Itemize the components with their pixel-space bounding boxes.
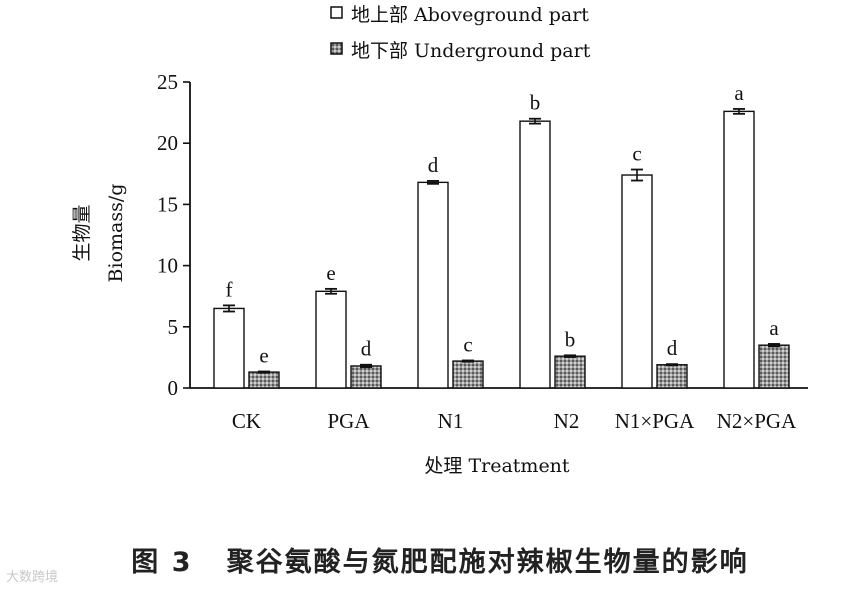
significance-letter: d xyxy=(361,337,372,361)
bar-aboveground-0 xyxy=(213,307,245,389)
y-ticks: 0 5 10 15 20 25 xyxy=(157,70,190,400)
significance-letter: c xyxy=(463,332,472,356)
y-axis-title-en: Biomass/g xyxy=(105,184,127,283)
x-axis-title: 处理 Treatment xyxy=(424,455,569,477)
significance-letter: f xyxy=(226,277,233,301)
figure-title: 聚谷氨酸与氮肥配施对辣椒生物量的影响 xyxy=(226,547,749,578)
significance-letter: b xyxy=(530,91,541,115)
significance-letter: d xyxy=(428,153,439,177)
legend-label-underground: 地下部 Underground part xyxy=(351,40,591,62)
figure-number: 图 3 xyxy=(131,547,193,578)
significance-letter: a xyxy=(769,316,779,340)
figure-caption: 图 3 聚谷氨酸与氮肥配施对辣椒生物量的影响 xyxy=(60,540,820,579)
bar-aboveground-4 xyxy=(621,174,653,389)
bar-aboveground-3 xyxy=(519,120,551,389)
bar-aboveground-5 xyxy=(723,110,755,389)
y-tick-label: 25 xyxy=(157,70,178,94)
significance-letter: c xyxy=(632,142,641,166)
x-tick-label: N2×PGA xyxy=(717,409,797,433)
significance-letter: e xyxy=(326,261,335,285)
bar-underground-3 xyxy=(554,355,586,389)
significance-letter: d xyxy=(667,336,678,360)
significance-letter: a xyxy=(734,81,744,105)
significance-letter: e xyxy=(259,343,268,367)
x-tick-label: PGA xyxy=(327,409,370,433)
bar-underground-2 xyxy=(452,360,484,389)
bar-underground-0 xyxy=(248,371,280,389)
significance-letter: b xyxy=(565,327,576,351)
legend-label-aboveground: 地上部 Aboveground part xyxy=(351,4,589,26)
y-tick-label: 0 xyxy=(168,376,179,400)
x-tick-label: N1×PGA xyxy=(615,409,695,433)
bar-underground-4 xyxy=(656,364,688,389)
y-axis-title: 生物量 Biomass/g xyxy=(71,184,127,283)
x-tick-label: CK xyxy=(232,409,261,433)
x-ticks: CK PGA N1 N2 N1×PGA N2×PGA xyxy=(232,409,797,433)
y-tick-label: 15 xyxy=(157,192,178,216)
y-tick-label: 20 xyxy=(157,131,178,155)
bar-underground-1 xyxy=(350,365,382,389)
y-tick-label: 10 xyxy=(157,254,178,278)
legend-swatch-aboveground xyxy=(330,6,343,19)
y-axis-title-cn: 生物量 xyxy=(71,204,93,261)
bars: f e e d d c b b c d a a xyxy=(213,81,790,389)
legend-swatch-underground xyxy=(330,42,343,55)
watermark: 大数跨境 xyxy=(6,570,59,585)
legend: 地上部 Aboveground part 地下部 Underground par… xyxy=(330,4,591,62)
y-tick-label: 5 xyxy=(168,315,179,339)
bar-aboveground-2 xyxy=(417,181,449,389)
x-tick-label: N2 xyxy=(554,409,580,433)
bar-aboveground-1 xyxy=(315,290,347,389)
x-tick-label: N1 xyxy=(438,409,464,433)
bar-underground-5 xyxy=(758,344,790,389)
